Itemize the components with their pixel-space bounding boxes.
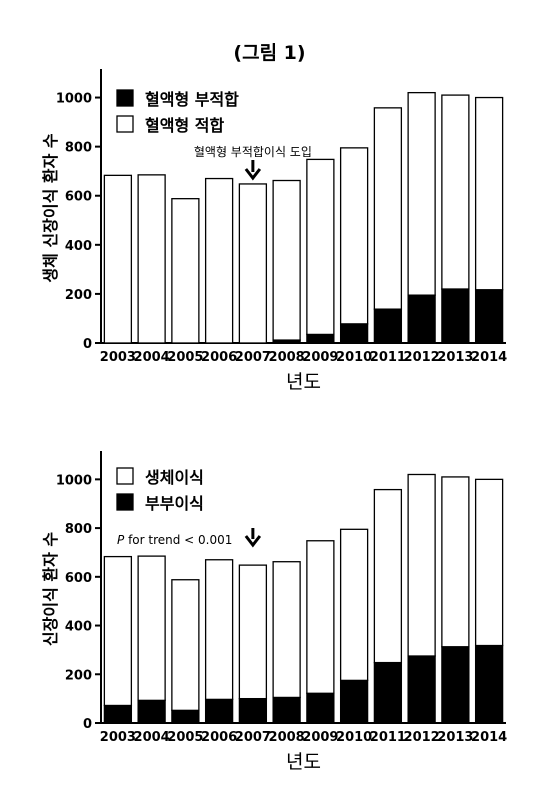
legend-swatch xyxy=(116,89,134,107)
bar-dark-2010 xyxy=(339,323,369,344)
legend-label: 혈액형 적합 xyxy=(145,116,224,135)
down-arrow-icon xyxy=(244,168,262,181)
x-tick-label: 2005 xyxy=(167,350,203,365)
bar-light-2011 xyxy=(373,488,403,664)
x-axis-label: 년도 xyxy=(286,751,321,773)
bar-light-2013 xyxy=(441,476,470,648)
bar-light-2011 xyxy=(373,107,403,310)
legend-label: 생체이식 xyxy=(145,468,204,487)
bar-dark-2012 xyxy=(407,655,436,724)
x-tick-label: 2014 xyxy=(471,730,507,745)
legend-label: 부부이식 xyxy=(145,494,204,513)
annotation-text: 혈액형 부적합이식 도입 xyxy=(194,145,312,159)
legend-swatch xyxy=(116,467,134,485)
x-tick-label: 2008 xyxy=(269,730,305,745)
bar-dark-2014 xyxy=(474,644,504,724)
x-tick-label: 2010 xyxy=(336,350,372,365)
bar-light-2003 xyxy=(103,174,133,344)
bar-dark-2005 xyxy=(171,709,200,724)
bar-light-2012 xyxy=(407,91,436,296)
y-tick-label: 800 xyxy=(65,522,92,537)
bar-light-2006 xyxy=(204,559,234,701)
bar-light-2007 xyxy=(238,564,268,700)
bar-dark-2011 xyxy=(373,308,403,344)
y-tick-label: 600 xyxy=(65,190,92,205)
bar-light-2008 xyxy=(272,561,301,699)
down-arrow-icon xyxy=(244,535,262,548)
bar-light-2007 xyxy=(238,183,268,344)
y-tick-label: 400 xyxy=(65,239,92,254)
y-tick-label: 1000 xyxy=(56,92,92,107)
y-tick-label: 0 xyxy=(83,337,92,352)
bar-light-2009 xyxy=(306,540,335,694)
x-axis-label: 년도 xyxy=(286,371,321,393)
y-axis-label: 생체 신장이식 환자 수 xyxy=(41,133,60,282)
bar-light-2008 xyxy=(272,179,301,341)
x-tick-label: 2006 xyxy=(201,730,237,745)
figure-title: (그림 1) xyxy=(233,42,306,64)
bar-dark-2004 xyxy=(137,699,166,724)
y-tick-label: 200 xyxy=(65,668,92,683)
bar-dark-2006 xyxy=(204,698,234,724)
y-tick-label: 400 xyxy=(65,620,92,635)
x-tick-label: 2005 xyxy=(167,730,203,745)
x-tick-label: 2003 xyxy=(100,350,136,365)
bar-dark-2014 xyxy=(474,289,504,344)
bar-dark-2011 xyxy=(373,661,403,724)
y-tick-label: 0 xyxy=(83,717,92,732)
bar-light-2012 xyxy=(407,473,436,657)
legend-label: 혈액형 부적합 xyxy=(145,90,239,109)
x-tick-label: 2012 xyxy=(404,350,440,365)
bar-light-2004 xyxy=(137,555,166,701)
x-tick-label: 2011 xyxy=(370,730,406,745)
bar-dark-2013 xyxy=(441,646,470,724)
bar-dark-2007 xyxy=(238,697,268,724)
annotation-p: P xyxy=(117,533,125,547)
x-tick-label: 2012 xyxy=(404,730,440,745)
bar-dark-2009 xyxy=(306,692,335,724)
legend-swatch xyxy=(116,115,134,133)
bar-light-2006 xyxy=(204,177,234,344)
x-tick-label: 2009 xyxy=(302,350,338,365)
bar-light-2013 xyxy=(441,94,470,290)
x-tick-label: 2004 xyxy=(134,350,170,365)
x-tick-label: 2007 xyxy=(235,730,271,745)
x-tick-label: 2013 xyxy=(437,730,473,745)
chart-spousal: 0200400600800100020032004200520062007200… xyxy=(41,451,507,773)
x-tick-label: 2003 xyxy=(100,730,136,745)
y-axis-label: 신장이식 환자 수 xyxy=(41,532,60,646)
bar-light-2003 xyxy=(103,555,133,707)
annotation-rest: for trend < 0.001 xyxy=(124,533,232,547)
legend-swatch xyxy=(116,493,134,511)
bar-light-2014 xyxy=(474,96,504,291)
x-tick-label: 2004 xyxy=(134,730,170,745)
bar-dark-2003 xyxy=(103,704,133,724)
x-tick-label: 2014 xyxy=(471,350,507,365)
bar-dark-2012 xyxy=(407,294,436,344)
bar-light-2005 xyxy=(171,579,200,711)
bar-dark-2008 xyxy=(272,696,301,724)
bar-light-2004 xyxy=(137,174,166,344)
y-tick-label: 1000 xyxy=(56,473,92,488)
x-tick-label: 2006 xyxy=(201,350,237,365)
y-tick-label: 600 xyxy=(65,571,92,586)
x-tick-label: 2009 xyxy=(302,730,338,745)
y-tick-label: 800 xyxy=(65,141,92,156)
annotation-text: P for trend < 0.001 xyxy=(117,533,232,547)
x-tick-label: 2008 xyxy=(269,350,305,365)
bar-dark-2010 xyxy=(339,679,369,724)
bar-dark-2009 xyxy=(306,333,335,344)
bar-light-2010 xyxy=(339,528,369,682)
x-tick-label: 2007 xyxy=(235,350,271,365)
x-tick-label: 2013 xyxy=(437,350,473,365)
bar-light-2005 xyxy=(171,198,200,344)
bar-dark-2013 xyxy=(441,288,470,344)
x-tick-label: 2011 xyxy=(370,350,406,365)
bar-light-2014 xyxy=(474,478,504,647)
chart-blood-type: 0200400600800100020032004200520062007200… xyxy=(41,69,507,393)
bar-light-2010 xyxy=(339,147,369,325)
x-tick-label: 2010 xyxy=(336,730,372,745)
y-tick-label: 200 xyxy=(65,288,92,303)
bar-light-2009 xyxy=(306,158,335,336)
